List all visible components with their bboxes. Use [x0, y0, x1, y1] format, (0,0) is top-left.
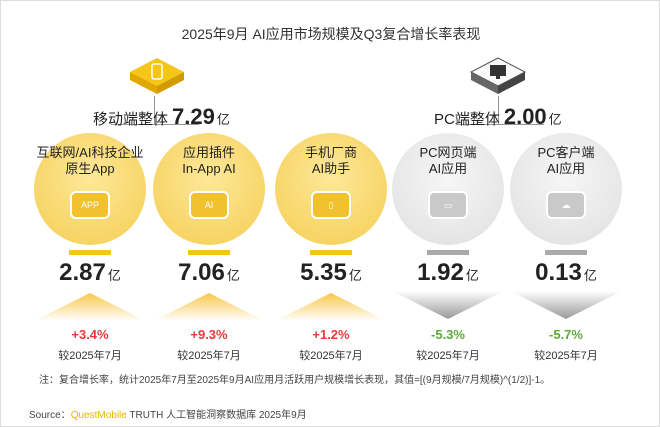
segment-label: 互联网/AI科技企业 [36, 145, 144, 160]
divider [456, 124, 544, 125]
trend-up-arrow [275, 291, 387, 321]
segment-value: 0.13 亿 [535, 259, 597, 286]
segment-label: In-App AI [182, 161, 236, 176]
growth-rate: +9.3% [190, 327, 228, 342]
compare-label: 较2025年7月 [299, 350, 363, 362]
growth-rate: +3.4% [71, 327, 109, 342]
segment-label: AI应用 [428, 161, 468, 176]
segment-label: PC客户端 [537, 145, 595, 160]
segment-circle: 应用插件 In-App AI AI [153, 133, 265, 245]
segment-circle: PC客户端 AI应用 ☁ [510, 133, 622, 245]
segment-label: AI应用 [546, 161, 586, 176]
segment-icon: ☁ [546, 191, 586, 219]
segment-bar [427, 250, 469, 255]
mobile-phone-icon [128, 56, 186, 96]
segment-icon: APP [70, 191, 110, 219]
segment-value: 7.06 亿 [178, 259, 240, 286]
connector [498, 96, 499, 124]
segment-icon: ▯ [311, 191, 351, 219]
chart-title: 2025年9月 AI应用市场规模及Q3复合增长率表现 [181, 26, 481, 42]
divider [111, 124, 199, 125]
compare-label: 较2025年7月 [534, 350, 598, 362]
segment-circle: 手机厂商 AI助手 ▯ [275, 133, 387, 245]
trend-up-arrow [34, 291, 146, 321]
segment-icon: ▭ [428, 191, 468, 219]
segment-value: 2.87 亿 [59, 259, 121, 286]
trend-up-arrow [153, 291, 265, 321]
segment-circle: 互联网/AI科技企业 原生App APP [34, 133, 146, 245]
compare-label: 较2025年7月 [58, 350, 122, 362]
segment-label: 应用插件 [182, 145, 235, 160]
segment-bar [69, 250, 111, 255]
pc-total: PC端整体 2.00 亿 [434, 104, 562, 129]
growth-rate: +1.2% [312, 327, 350, 342]
growth-rate: -5.7% [549, 327, 583, 342]
segment-bar [545, 250, 587, 255]
segment-bar [310, 250, 352, 255]
segment-label: 原生App [65, 161, 115, 176]
segment-circle: PC网页端 AI应用 ▭ [392, 133, 504, 245]
trend-down-arrow [392, 291, 504, 321]
mobile-total: 移动端整体 7.29 亿 [93, 104, 230, 129]
footnote: 注：复合增长率，统计2025年7月至2025年9月AI应用月活跃用户规模增长表现… [39, 375, 551, 386]
segment-label: AI助手 [311, 161, 351, 176]
compare-label: 较2025年7月 [416, 350, 480, 362]
compare-label: 较2025年7月 [177, 350, 241, 362]
segment-label: 手机厂商 [304, 145, 357, 160]
monitor-icon [469, 56, 527, 96]
trend-down-arrow [510, 291, 622, 321]
growth-rate: -5.3% [431, 327, 465, 342]
segment-icon: AI [189, 191, 229, 219]
segment-value: 5.35 亿 [300, 259, 362, 286]
segment-bar [188, 250, 230, 255]
segment-label: PC网页端 [419, 145, 477, 160]
segment-value: 1.92 亿 [417, 259, 479, 286]
source: Source：QuestMobile TRUTH 人工智能洞察数据库 2025年… [29, 410, 307, 421]
connector [154, 96, 155, 124]
